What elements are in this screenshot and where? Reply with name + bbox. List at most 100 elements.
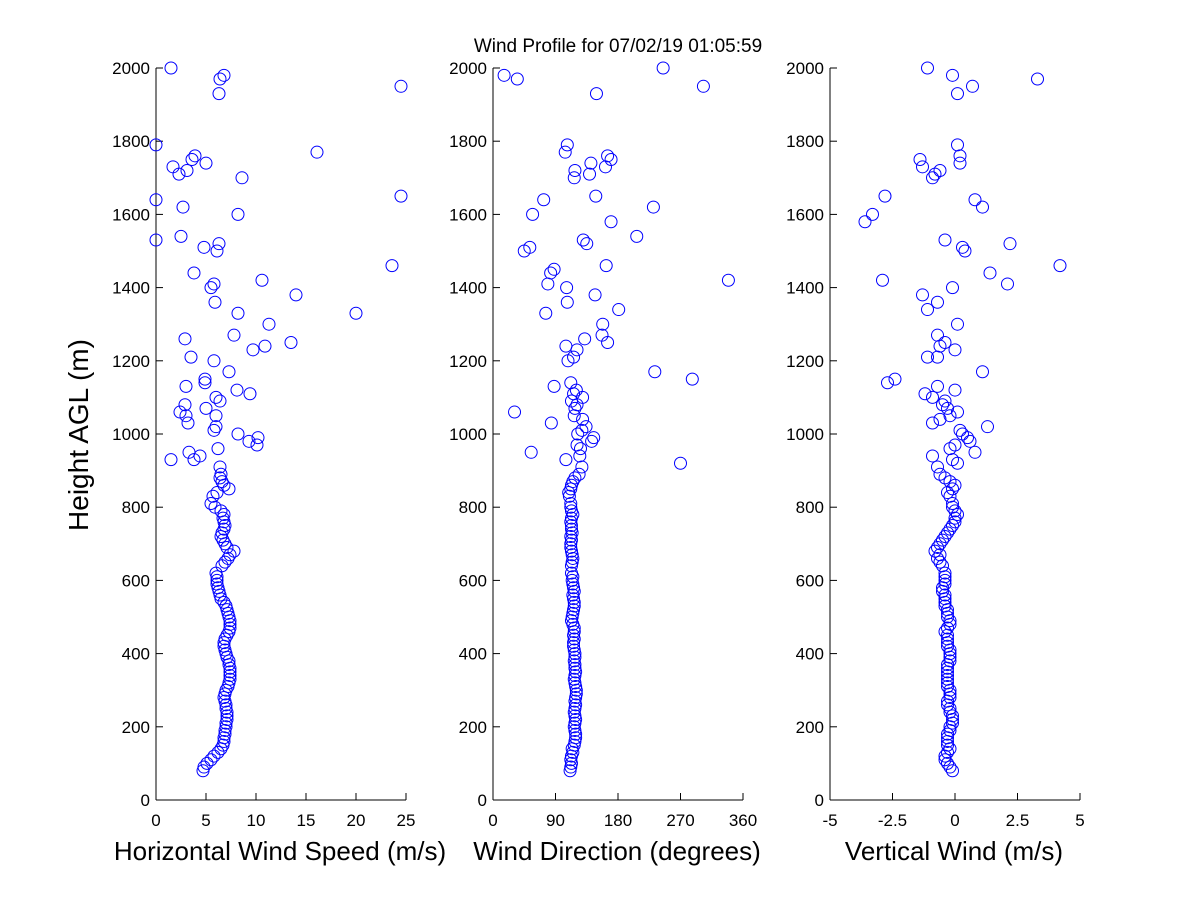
data-point — [394, 79, 408, 93]
data-point — [188, 149, 202, 163]
data-point — [567, 599, 581, 613]
data-point — [931, 328, 944, 342]
data-point — [858, 215, 872, 229]
y-tick-label: 1800 — [112, 132, 150, 151]
data-point — [578, 332, 592, 346]
data-point — [206, 489, 220, 503]
y-tick-label: 0 — [815, 791, 824, 810]
y-tick-label: 1200 — [449, 352, 487, 371]
x-tick-label: 0 — [488, 811, 497, 830]
data-point — [926, 416, 939, 430]
data-point — [204, 281, 218, 295]
data-point — [943, 654, 957, 668]
data-point — [181, 416, 195, 430]
x-tick-label: -2.5 — [878, 811, 907, 830]
data-point — [547, 379, 561, 393]
data-point — [222, 365, 236, 379]
data-point — [568, 661, 582, 675]
y-tick-label: 400 — [459, 645, 487, 664]
data-point — [564, 500, 578, 514]
data-point — [199, 156, 213, 170]
x-tick-label: 0 — [151, 811, 160, 830]
data-point — [560, 295, 574, 309]
data-point — [231, 207, 245, 221]
data-point — [198, 372, 212, 386]
data-point — [199, 401, 213, 415]
data-point — [1031, 72, 1044, 86]
data-point — [204, 753, 218, 767]
y-tick-label: 1200 — [786, 352, 824, 371]
data-point — [946, 519, 959, 532]
data-point — [569, 731, 583, 745]
y-tick-label: 800 — [796, 498, 824, 517]
data-point — [568, 471, 582, 485]
data-point — [227, 328, 241, 342]
data-point — [941, 632, 954, 646]
data-point — [948, 383, 962, 397]
data-point — [595, 328, 609, 342]
data-point — [198, 376, 212, 390]
y-tick-label: 600 — [796, 571, 824, 590]
data-point — [983, 266, 997, 280]
data-point — [938, 577, 952, 591]
data-point — [1003, 237, 1017, 251]
series-points — [497, 61, 735, 778]
data-point — [185, 153, 199, 166]
data-point — [218, 555, 232, 569]
data-point — [931, 379, 944, 393]
data-point — [931, 551, 944, 565]
data-point — [223, 672, 237, 686]
data-point — [941, 676, 954, 690]
data-point — [569, 687, 583, 701]
data-point — [968, 445, 982, 459]
data-point — [881, 376, 894, 390]
data-point — [976, 200, 989, 214]
data-point — [166, 160, 180, 174]
data-point — [230, 383, 244, 397]
data-point — [941, 669, 954, 683]
data-point — [585, 434, 599, 448]
data-point — [235, 171, 249, 185]
y-tick-label: 1400 — [786, 279, 824, 298]
y-tick-label: 1000 — [112, 425, 150, 444]
data-point — [246, 343, 260, 357]
data-point — [946, 764, 959, 778]
data-point — [941, 621, 954, 635]
data-point — [976, 365, 989, 379]
data-point — [956, 240, 969, 254]
data-point — [612, 303, 626, 317]
data-point — [310, 145, 324, 159]
series-points — [858, 61, 1067, 778]
data-point — [571, 427, 585, 441]
data-point — [537, 193, 551, 207]
data-point — [223, 548, 237, 562]
data-point — [207, 354, 221, 368]
data-point — [210, 244, 224, 258]
data-point — [575, 460, 589, 474]
x-tick-label: 0 — [950, 811, 959, 830]
data-point — [948, 504, 962, 518]
data-point — [182, 445, 196, 459]
data-point — [180, 163, 194, 177]
data-point — [968, 193, 982, 207]
data-point — [601, 149, 615, 163]
data-point — [173, 405, 187, 419]
data-point — [938, 625, 952, 639]
y-tick-label: 600 — [459, 571, 487, 590]
subplot-2: 0 200 400 600 800 1000 1200 1400 1600 1800 2000 0 90… — [449, 59, 761, 866]
data-point — [508, 405, 522, 419]
data-point — [933, 467, 947, 481]
data-point — [963, 434, 977, 448]
data-point — [943, 489, 957, 503]
data-point — [231, 306, 245, 320]
x-tick-label: 270 — [666, 811, 694, 830]
data-point — [216, 533, 230, 547]
x-tick-label: 25 — [397, 811, 416, 830]
x-tick-label: 90 — [546, 811, 565, 830]
data-point — [207, 277, 221, 291]
x-tick-label: 360 — [729, 811, 757, 830]
data-point — [568, 650, 582, 664]
data-point — [567, 350, 581, 364]
data-point — [258, 339, 272, 353]
data-point — [558, 145, 572, 159]
